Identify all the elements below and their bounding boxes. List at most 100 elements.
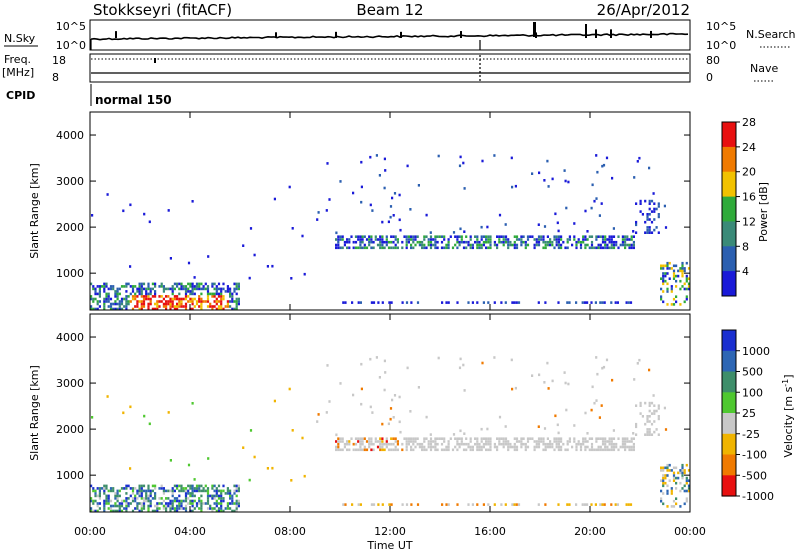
data-cell <box>672 297 676 301</box>
data-cell <box>145 295 148 298</box>
data-cell <box>162 504 165 508</box>
data-cell <box>112 487 115 490</box>
data-cell <box>142 287 146 291</box>
data-cell <box>165 305 168 308</box>
data-cell <box>131 297 135 301</box>
data-cell <box>226 504 229 508</box>
data-cell <box>496 235 499 238</box>
data-cell <box>553 440 556 443</box>
data-cell <box>339 235 342 238</box>
data-cell <box>593 199 596 203</box>
data-cell <box>342 503 345 506</box>
data-cell <box>176 307 179 311</box>
data-cell <box>496 437 499 440</box>
data-cell <box>644 231 647 234</box>
data-cell <box>187 300 190 303</box>
data-cell <box>573 235 576 238</box>
data-cell <box>123 297 126 301</box>
data-cell <box>504 425 507 428</box>
y-tick-label: 4000 <box>56 331 84 344</box>
data-cell <box>351 301 354 304</box>
data-cell <box>582 442 585 446</box>
data-cell <box>560 440 563 443</box>
data-cell <box>118 287 121 291</box>
data-cell <box>131 307 135 311</box>
data-cell <box>493 442 496 446</box>
data-cell <box>220 297 223 301</box>
data-cell <box>624 448 627 452</box>
data-cell <box>440 442 444 446</box>
data-cell <box>601 437 605 440</box>
data-cell <box>611 176 614 180</box>
data-cell <box>187 287 190 291</box>
data-cell <box>103 302 106 306</box>
data-cell <box>202 487 205 490</box>
data-cell <box>96 300 99 303</box>
data-cell <box>363 243 366 247</box>
data-cell <box>231 509 234 513</box>
data-cell <box>487 442 490 446</box>
data-cell <box>496 246 499 250</box>
data-cell <box>566 238 569 241</box>
data-cell <box>125 307 128 311</box>
data-cell <box>114 497 117 500</box>
data-cell <box>485 440 488 443</box>
data-cell <box>118 302 121 306</box>
data-cell <box>328 198 331 201</box>
noise-left-tick-top: 10^5 <box>56 20 86 33</box>
data-cell <box>273 399 276 403</box>
data-cell <box>200 282 203 286</box>
data-cell <box>134 305 137 308</box>
data-cell <box>376 238 380 241</box>
data-cell <box>162 287 165 291</box>
data-cell <box>542 448 545 452</box>
data-cell <box>154 282 157 286</box>
data-cell <box>184 499 188 503</box>
data-cell <box>566 440 569 443</box>
data-cell <box>662 264 665 268</box>
data-cell <box>599 503 602 506</box>
data-cell <box>524 243 527 247</box>
data-cell <box>480 445 483 449</box>
colorbar-frame <box>721 121 737 297</box>
data-cell <box>180 297 183 301</box>
data-cell <box>198 300 201 303</box>
data-cell <box>602 365 606 369</box>
data-cell <box>372 301 376 304</box>
data-cell <box>543 427 547 430</box>
data-cell <box>171 292 174 296</box>
data-cell <box>123 285 126 288</box>
data-cell <box>606 246 609 250</box>
data-cell <box>127 300 130 303</box>
data-cell <box>94 509 97 513</box>
data-cell <box>445 246 448 250</box>
data-cell <box>120 285 124 288</box>
data-cell <box>685 261 688 265</box>
data-cell <box>612 243 616 247</box>
data-cell <box>171 290 174 293</box>
data-cell <box>107 497 110 500</box>
data-cell <box>520 437 523 440</box>
data-cell <box>352 393 355 397</box>
data-cell <box>486 427 489 431</box>
data-cell <box>429 235 433 238</box>
data-cell <box>487 503 490 506</box>
data-cell <box>96 292 99 296</box>
data-cell <box>498 437 501 440</box>
data-cell <box>120 502 124 505</box>
data-cell <box>432 440 435 443</box>
data-cell <box>670 285 673 288</box>
data-cell <box>136 305 139 308</box>
data-cell <box>537 442 541 446</box>
data-cell <box>344 301 347 304</box>
data-cell <box>389 407 393 410</box>
data-cell <box>573 222 576 225</box>
data-cell <box>648 213 651 216</box>
data-cell <box>662 479 665 482</box>
data-cell <box>178 489 181 493</box>
data-cell <box>635 404 638 407</box>
data-cell <box>103 297 106 301</box>
data-cell <box>377 301 380 304</box>
data-cell <box>546 235 549 238</box>
